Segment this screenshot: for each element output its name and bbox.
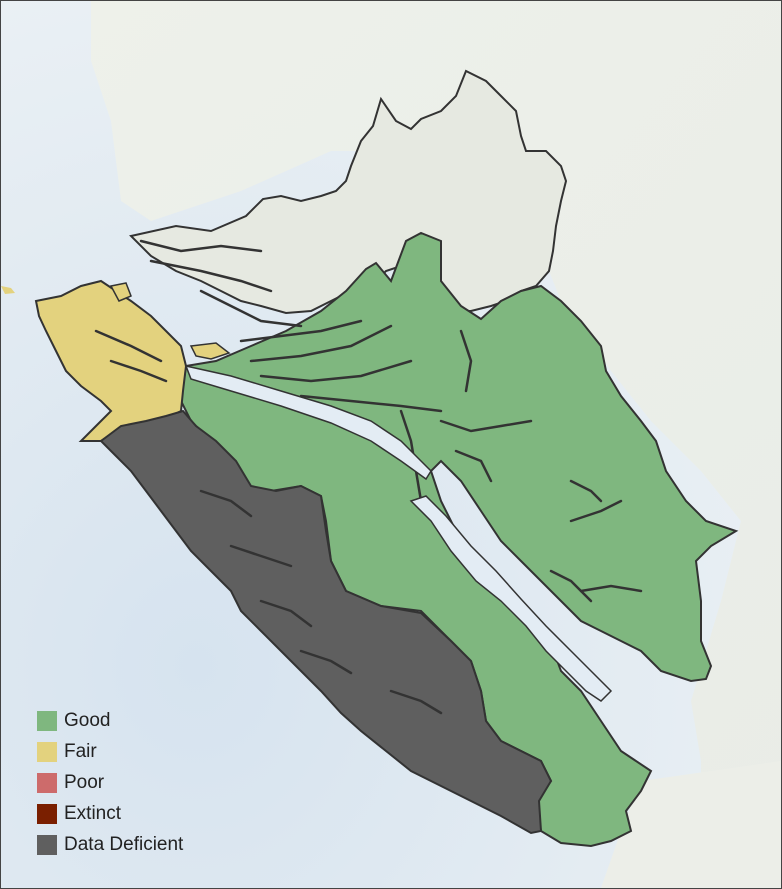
inlet-lines bbox=[94, 239, 643, 715]
region-mainland-north[interactable] bbox=[129, 69, 568, 315]
legend-label-fair: Fair bbox=[64, 740, 97, 762]
legend: Good Fair Poor Extinct Data Deficient bbox=[37, 705, 183, 860]
legend-swatch-good bbox=[37, 710, 57, 731]
legend-item-data-deficient: Data Deficient bbox=[37, 829, 183, 860]
strait-of-georgia bbox=[409, 495, 613, 702]
region-fair-island-3[interactable] bbox=[1, 286, 15, 294]
legend-label-data-deficient: Data Deficient bbox=[64, 833, 184, 855]
region-data-deficient[interactable] bbox=[99, 409, 553, 835]
legend-item-good: Good bbox=[37, 705, 183, 736]
legend-item-extinct: Extinct bbox=[37, 798, 183, 829]
legend-label-extinct: Extinct bbox=[64, 802, 122, 824]
region-fair-island-2[interactable] bbox=[189, 342, 231, 360]
southern-land-background bbox=[601, 761, 781, 888]
legend-swatch-data-deficient bbox=[37, 834, 57, 855]
johnstone-strait bbox=[184, 364, 432, 481]
region-fair-island-1[interactable] bbox=[109, 282, 132, 302]
mainland-background bbox=[91, 1, 781, 888]
legend-label-good: Good bbox=[64, 709, 111, 731]
legend-swatch-poor bbox=[37, 772, 57, 793]
legend-item-fair: Fair bbox=[37, 736, 183, 767]
legend-label-poor: Poor bbox=[64, 771, 105, 793]
legend-item-poor: Poor bbox=[37, 767, 183, 798]
legend-swatch-extinct bbox=[37, 803, 57, 824]
legend-swatch-fair bbox=[37, 741, 57, 762]
